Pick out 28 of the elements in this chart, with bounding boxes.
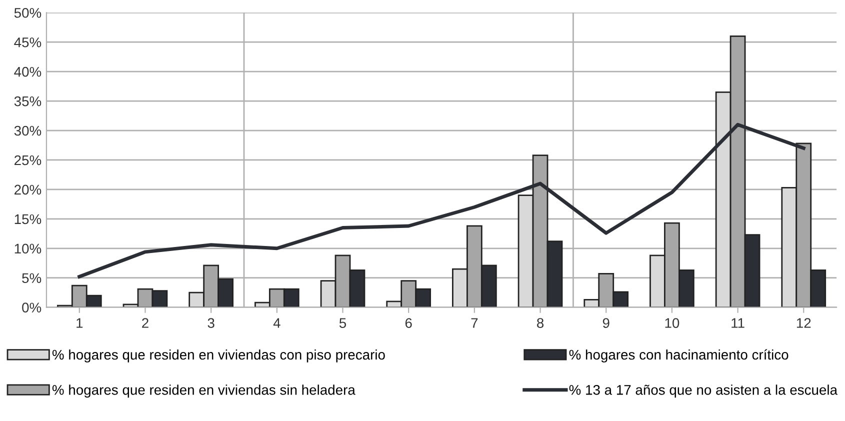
y-tick-label: 50% bbox=[14, 8, 42, 18]
x-tick-label: 1 bbox=[76, 318, 83, 328]
y-tick-label: 15% bbox=[14, 214, 42, 224]
y-tick-label: 45% bbox=[14, 37, 42, 48]
x-tick-label: 9 bbox=[602, 318, 610, 328]
y-tick-label: 25% bbox=[14, 155, 42, 166]
x-tick-label: 8 bbox=[537, 318, 544, 328]
line-series bbox=[78, 122, 806, 278]
x-tick-label: 2 bbox=[142, 318, 148, 328]
legend-label: % 13 a 17 años que no asisten a la escuela bbox=[569, 384, 838, 398]
x-tick-label: 7 bbox=[471, 318, 478, 328]
legend-label: % hogares con hacinamiento crítico bbox=[569, 349, 788, 362]
legend-label: % hogares que residen en viviendas sin heladera bbox=[52, 384, 356, 398]
x-tick-label: 11 bbox=[732, 318, 744, 328]
y-tick-label: 40% bbox=[14, 66, 42, 77]
y-tick-label: 30% bbox=[14, 126, 42, 136]
x-tick-label: 4 bbox=[273, 318, 280, 328]
y-tick-label: 20% bbox=[14, 184, 42, 195]
y-tick-label: 0% bbox=[22, 302, 42, 312]
x-tick-label: 6 bbox=[405, 318, 412, 328]
y-tick-label: 5% bbox=[22, 273, 42, 284]
x-tick-label: 5 bbox=[339, 318, 346, 328]
y-tick-label: 10% bbox=[14, 244, 42, 254]
x-tick-label: 3 bbox=[208, 318, 214, 328]
x-tick-label: 12 bbox=[796, 318, 811, 328]
legend-label: % hogares que residen en viviendas con piso precario bbox=[52, 349, 385, 362]
x-tick-label: 10 bbox=[665, 318, 680, 328]
y-tick-label: 35% bbox=[14, 96, 42, 106]
